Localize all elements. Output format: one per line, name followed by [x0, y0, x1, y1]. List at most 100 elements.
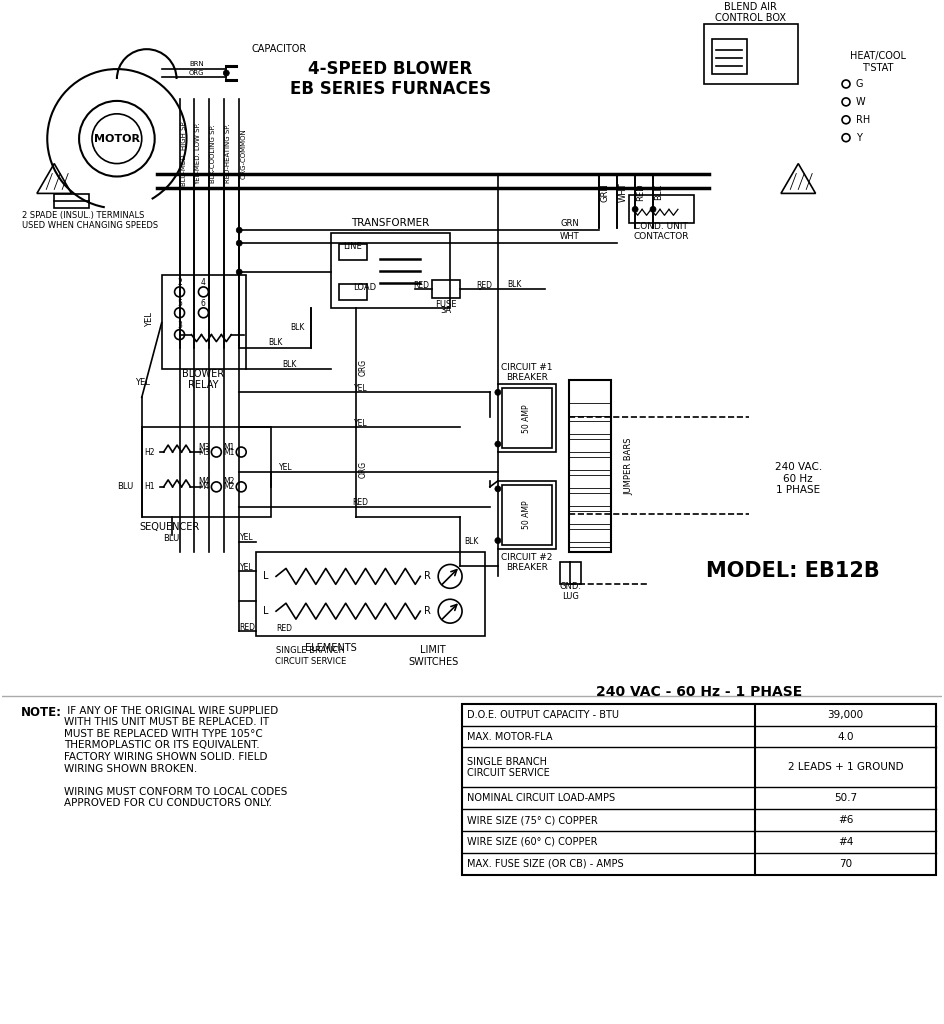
Bar — [339, 284, 366, 300]
Text: YEL: YEL — [354, 419, 367, 428]
Text: BLU-MED. HIGH SP.: BLU-MED. HIGH SP. — [180, 121, 187, 186]
Text: 4.0: 4.0 — [837, 731, 853, 741]
Text: Y: Y — [856, 133, 862, 142]
Text: JUMPER BARS: JUMPER BARS — [624, 437, 633, 495]
Text: #4: #4 — [838, 837, 853, 847]
Text: BLK-COOLING SP.: BLK-COOLING SP. — [211, 124, 216, 183]
Text: 2 SPADE (INSUL.) TERMINALS
USED WHEN CHANGING SPEEDS: 2 SPADE (INSUL.) TERMINALS USED WHEN CHA… — [23, 211, 159, 230]
Text: 240 VAC - 60 Hz - 1 PHASE: 240 VAC - 60 Hz - 1 PHASE — [596, 685, 801, 698]
Bar — [704, 25, 799, 84]
Text: ORG-COMMON: ORG-COMMON — [240, 128, 246, 179]
Bar — [256, 552, 485, 636]
Text: WIRE SIZE (60° C) COPPER: WIRE SIZE (60° C) COPPER — [467, 837, 598, 847]
Text: RED: RED — [353, 499, 368, 507]
Text: 6: 6 — [201, 299, 206, 308]
Text: 2 LEADS + 1 GROUND: 2 LEADS + 1 GROUND — [787, 762, 903, 772]
Bar — [502, 388, 551, 449]
Text: CIRCUIT #2
BREAKER: CIRCUIT #2 BREAKER — [501, 553, 552, 572]
Bar — [54, 195, 89, 208]
Text: H1: H1 — [144, 482, 155, 492]
Text: BLU: BLU — [163, 535, 179, 543]
Text: CIRCUIT #1
BREAKER: CIRCUIT #1 BREAKER — [501, 362, 552, 382]
Text: GRN: GRN — [600, 183, 609, 202]
Bar — [330, 233, 450, 308]
Text: RED-HEATING SP.: RED-HEATING SP. — [226, 124, 231, 183]
Text: M2: M2 — [224, 477, 235, 486]
Text: 50 AMP: 50 AMP — [522, 501, 531, 529]
Text: COND. UNIT
CONTACTOR: COND. UNIT CONTACTOR — [633, 221, 689, 241]
Text: LINE: LINE — [344, 242, 362, 251]
Text: RED: RED — [413, 282, 430, 291]
Bar — [142, 427, 271, 517]
Text: 2: 2 — [177, 279, 182, 288]
Text: H2: H2 — [144, 447, 155, 457]
Text: L: L — [263, 606, 269, 616]
Text: G: G — [856, 79, 864, 89]
Text: IF ANY OF THE ORIGINAL WIRE SUPPLIED
WITH THIS UNIT MUST BE REPLACED. IT
MUST BE: IF ANY OF THE ORIGINAL WIRE SUPPLIED WIT… — [64, 706, 288, 809]
Text: 3: 3 — [177, 322, 182, 330]
Text: BLK: BLK — [268, 338, 282, 347]
Bar — [497, 481, 556, 549]
Text: YEL-MED. LOW SP.: YEL-MED. LOW SP. — [195, 122, 201, 185]
Text: BLK: BLK — [654, 184, 663, 201]
Text: BLOWER
RELAY: BLOWER RELAY — [182, 369, 225, 390]
Bar — [432, 280, 460, 298]
Text: WIRE SIZE (75° C) COPPER: WIRE SIZE (75° C) COPPER — [467, 815, 598, 825]
Text: 240 VAC.
60 Hz
1 PHASE: 240 VAC. 60 Hz 1 PHASE — [775, 462, 822, 496]
Text: MOTOR: MOTOR — [93, 134, 140, 143]
Text: M3: M3 — [198, 447, 211, 457]
Text: ORG: ORG — [359, 359, 367, 376]
Text: LIMIT
SWITCHES: LIMIT SWITCHES — [408, 645, 459, 667]
Circle shape — [236, 241, 243, 246]
Text: 50.7: 50.7 — [834, 794, 857, 803]
Circle shape — [495, 441, 501, 447]
Bar — [629, 196, 694, 223]
Text: CAPACITOR: CAPACITOR — [251, 44, 307, 54]
Text: 70: 70 — [839, 859, 852, 868]
Text: L: L — [263, 571, 269, 582]
Circle shape — [632, 207, 638, 212]
Text: 5: 5 — [177, 299, 182, 308]
Text: M4: M4 — [198, 482, 211, 492]
Text: M3: M3 — [198, 442, 211, 452]
Circle shape — [495, 389, 501, 395]
Text: FUSE: FUSE — [435, 300, 457, 309]
Text: 4: 4 — [201, 279, 206, 288]
Text: NOTE:: NOTE: — [21, 706, 61, 719]
Text: RED: RED — [636, 183, 645, 202]
Text: MODEL: EB12B: MODEL: EB12B — [706, 561, 880, 582]
Text: YEL: YEL — [135, 378, 150, 387]
Text: GND.
LUG: GND. LUG — [560, 582, 582, 601]
Text: ORG: ORG — [189, 70, 204, 76]
Text: R: R — [424, 571, 430, 582]
Text: D.O.E. OUTPUT CAPACITY - BTU: D.O.E. OUTPUT CAPACITY - BTU — [467, 710, 619, 720]
Bar — [502, 484, 551, 545]
Circle shape — [236, 269, 243, 275]
Text: YEL: YEL — [241, 534, 254, 542]
Text: NOMINAL CIRCUIT LOAD-AMPS: NOMINAL CIRCUIT LOAD-AMPS — [467, 794, 615, 803]
Text: HEAT/COOL
T'STAT: HEAT/COOL T'STAT — [850, 51, 906, 73]
Circle shape — [495, 485, 501, 492]
Bar — [560, 562, 582, 585]
Text: BLK: BLK — [282, 360, 296, 369]
Text: SINGLE BRANCH
CIRCUIT SERVICE: SINGLE BRANCH CIRCUIT SERVICE — [467, 757, 549, 778]
Text: WHT: WHT — [560, 231, 580, 241]
Text: YEL: YEL — [279, 464, 293, 472]
Bar — [339, 244, 366, 260]
Text: BLEND AIR
CONTROL BOX: BLEND AIR CONTROL BOX — [715, 2, 786, 24]
Text: MAX. MOTOR-FLA: MAX. MOTOR-FLA — [467, 731, 552, 741]
Text: ORG: ORG — [359, 461, 367, 477]
Text: SINGLE BRANCH
CIRCUIT SERVICE: SINGLE BRANCH CIRCUIT SERVICE — [276, 646, 346, 666]
Bar — [161, 275, 246, 370]
Text: 4-SPEED BLOWER
EB SERIES FURNACES: 4-SPEED BLOWER EB SERIES FURNACES — [290, 59, 491, 98]
Text: M4: M4 — [198, 477, 211, 486]
Text: YEL: YEL — [145, 312, 154, 328]
Text: YEL: YEL — [241, 563, 254, 572]
Text: #6: #6 — [838, 815, 853, 825]
Text: WHT: WHT — [618, 182, 627, 202]
Text: LOAD: LOAD — [353, 284, 376, 293]
Circle shape — [495, 538, 501, 544]
Text: R: R — [424, 606, 430, 616]
Text: 39,000: 39,000 — [828, 710, 864, 720]
Text: 3A: 3A — [441, 306, 451, 315]
